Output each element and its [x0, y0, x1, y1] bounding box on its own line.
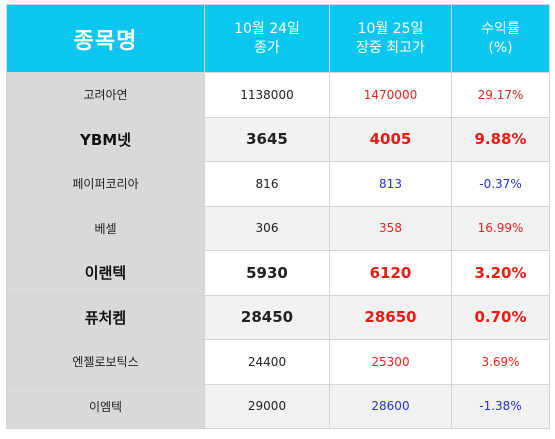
- return-cell: 0.70%: [451, 294, 550, 340]
- table-row: 이엠텍 29000 28600 -1.38%: [6, 383, 550, 429]
- close-price-cell: 816: [204, 161, 330, 207]
- header-return: 수익률 (%): [451, 4, 550, 73]
- table-row: YBM넷 3645 4005 9.88%: [6, 116, 550, 162]
- header-high-label: 장중 최고가: [356, 39, 425, 56]
- header-close-price: 10월 24일 종가: [204, 4, 330, 73]
- intraday-high-cell: 28650: [329, 294, 452, 340]
- intraday-high-cell: 28600: [329, 383, 452, 429]
- stock-name-cell: 베셀: [6, 205, 205, 251]
- stock-table-container: 종목명 10월 24일 종가 10월 25일 장중 최고가 수익률 (%) 고려…: [6, 4, 550, 429]
- header-close-label: 종가: [254, 39, 280, 56]
- intraday-high-cell: 813: [329, 161, 452, 207]
- table-row: 고려아연 1138000 1470000 29.17%: [6, 72, 550, 118]
- table-row: 엔젤로보틱스 24400 25300 3.69%: [6, 339, 550, 385]
- return-cell: 9.88%: [451, 116, 550, 162]
- close-price-cell: 28450: [204, 294, 330, 340]
- header-intraday-high: 10월 25일 장중 최고가: [329, 4, 452, 73]
- return-cell: 3.69%: [451, 339, 550, 385]
- table-row: 퓨처켐 28450 28650 0.70%: [6, 294, 550, 340]
- header-return-label: 수익률: [481, 20, 520, 37]
- intraday-high-cell: 25300: [329, 339, 452, 385]
- stock-name-cell: 이엠텍: [6, 383, 205, 429]
- close-price-cell: 306: [204, 205, 330, 251]
- header-close-date: 10월 24일: [234, 20, 300, 37]
- return-cell: 16.99%: [451, 205, 550, 251]
- return-cell: 3.20%: [451, 250, 550, 296]
- intraday-high-cell: 6120: [329, 250, 452, 296]
- close-price-cell: 5930: [204, 250, 330, 296]
- table-header: 종목명 10월 24일 종가 10월 25일 장중 최고가 수익률 (%): [6, 4, 550, 73]
- table-body: 고려아연 1138000 1470000 29.17% YBM넷 3645 4005 9.88…: [6, 72, 550, 429]
- intraday-high-cell: 358: [329, 205, 452, 251]
- stock-name-cell: 페이퍼코리아: [6, 161, 205, 207]
- intraday-high-cell: 4005: [329, 116, 452, 162]
- stock-table: 종목명 10월 24일 종가 10월 25일 장중 최고가 수익률 (%) 고려…: [6, 4, 550, 429]
- header-high-date: 10월 25일: [357, 20, 424, 37]
- close-price-cell: 29000: [204, 383, 330, 429]
- header-return-unit: (%): [488, 39, 513, 56]
- close-price-cell: 1138000: [204, 72, 330, 118]
- close-price-cell: 3645: [204, 116, 330, 162]
- stock-name-cell: 고려아연: [6, 72, 205, 118]
- table-row: 이랜텍 5930 6120 3.20%: [6, 250, 550, 296]
- table-row: 베셀 306 358 16.99%: [6, 205, 550, 251]
- header-stock-name-label: 종목명: [73, 28, 138, 54]
- stock-name-cell: 이랜텍: [6, 250, 205, 296]
- return-cell: -1.38%: [451, 383, 550, 429]
- intraday-high-cell: 1470000: [329, 72, 452, 118]
- close-price-cell: 24400: [204, 339, 330, 385]
- table-row: 페이퍼코리아 816 813 -0.37%: [6, 161, 550, 207]
- stock-name-cell: 엔젤로보틱스: [6, 339, 205, 385]
- stock-name-cell: YBM넷: [6, 116, 205, 162]
- header-stock-name: 종목명: [6, 4, 205, 73]
- return-cell: -0.37%: [451, 161, 550, 207]
- stock-name-cell: 퓨처켐: [6, 294, 205, 340]
- return-cell: 29.17%: [451, 72, 550, 118]
